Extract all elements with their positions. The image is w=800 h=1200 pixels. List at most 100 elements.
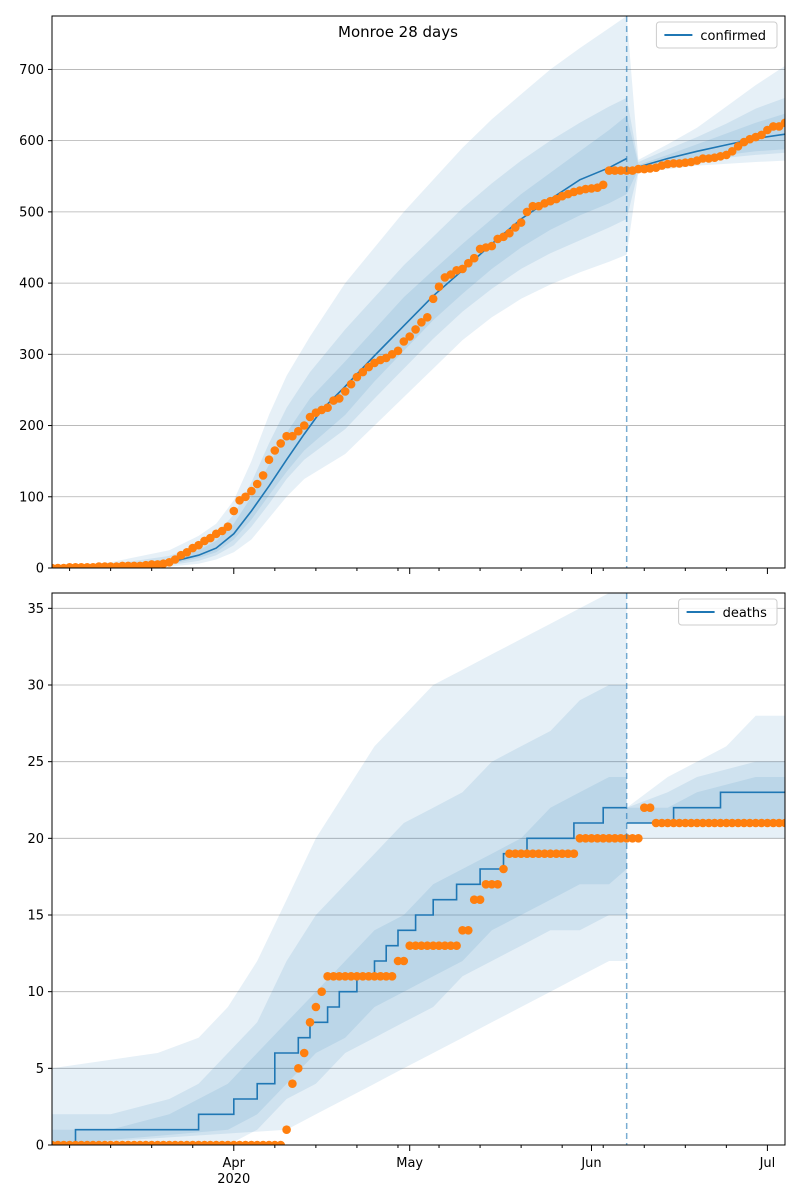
band-inner: [626, 113, 785, 195]
observed-point: [223, 522, 233, 531]
observed-point: [505, 228, 514, 238]
observed-point: [464, 258, 473, 268]
observed-point: [745, 818, 755, 828]
observed-point: [727, 818, 737, 828]
x-tick-label: May: [396, 1156, 423, 1171]
observed-point: [305, 1018, 315, 1027]
observed-point: [335, 972, 344, 981]
observed-point: [663, 818, 672, 828]
observed-point: [434, 282, 444, 292]
observed-point: [387, 972, 397, 981]
observed-point: [299, 1048, 309, 1058]
observed-point: [417, 318, 426, 327]
band-outer: [626, 16, 785, 255]
legend-label: deaths: [723, 606, 768, 621]
observed-point: [505, 849, 514, 858]
y-tick-label: 20: [27, 832, 44, 847]
observed-point: [710, 818, 719, 828]
confirmed-panel: 0 100 200 300 400 500 600 700 confirmed: [19, 15, 786, 577]
observed-point: [282, 1125, 291, 1134]
observed-point: [405, 332, 415, 341]
observed-point: [675, 818, 684, 828]
observed-point: [294, 1064, 303, 1073]
observed-point: [194, 540, 203, 550]
y-tick-label: 10: [27, 985, 44, 1000]
y-tick-label: 500: [19, 205, 44, 220]
band-middle: [52, 97, 627, 568]
legend-label: confirmed: [700, 29, 766, 44]
legend-box: [678, 598, 778, 626]
observed-point: [493, 880, 503, 889]
observed-point: [434, 941, 444, 950]
observed-point: [305, 412, 315, 422]
axes-frame: [51, 15, 786, 569]
observed-point: [352, 372, 362, 382]
x-tick-sublabel: 2020: [217, 1172, 250, 1187]
y-tick-label: 400: [19, 277, 44, 292]
figure-title: Monroe 28 days: [338, 23, 458, 41]
observed-point: [299, 421, 309, 430]
observed-point: [464, 926, 473, 935]
band-middle: [626, 761, 785, 823]
observed-point: [534, 849, 543, 858]
x-tick-label: Jun: [580, 1156, 601, 1171]
observed-point: [469, 895, 479, 904]
plot-area: [52, 16, 785, 568]
band-outer: [52, 16, 627, 568]
observed-point: [511, 223, 520, 232]
observed-point: [628, 834, 637, 843]
observed-point: [516, 849, 526, 858]
observed-point: [417, 941, 426, 950]
observed-point: [522, 207, 532, 217]
observed-point: [399, 956, 409, 966]
observed-point: [276, 1140, 285, 1145]
observed-point: [428, 294, 438, 304]
observed-point: [358, 367, 368, 377]
observed-point: [645, 803, 655, 812]
observed-point: [634, 164, 643, 174]
observed-point: [270, 446, 280, 455]
observed-point: [616, 166, 626, 175]
observed-point: [516, 218, 526, 227]
observed-point: [563, 849, 573, 858]
observed-point: [323, 403, 332, 413]
observed-point: [733, 818, 743, 828]
observed-point: [757, 818, 766, 828]
observed-point: [276, 439, 286, 448]
observed-point: [440, 941, 450, 950]
observed-point: [381, 972, 391, 981]
observed-point: [452, 941, 461, 950]
legend-box: [655, 21, 778, 49]
observed-point: [317, 987, 327, 996]
observed-point: [458, 264, 467, 274]
y-tick-label: 0: [36, 1139, 44, 1154]
observed-point: [352, 972, 362, 981]
observed-point: [598, 834, 608, 843]
band-middle: [52, 685, 627, 1145]
observed-point: [340, 387, 350, 396]
legend: confirmed: [655, 21, 778, 49]
observed-point: [528, 201, 538, 211]
observed-point: [258, 471, 268, 480]
observed-point: [552, 849, 561, 858]
observed-point: [294, 426, 303, 436]
observed-point: [423, 313, 432, 322]
observed-point: [288, 1079, 297, 1088]
observed-point: [528, 849, 538, 858]
observed-point: [346, 379, 356, 389]
observed-point: [170, 555, 180, 564]
observed-point: [698, 154, 708, 163]
observed-point: [487, 241, 497, 251]
observed-point: [481, 880, 491, 889]
observed-point: [757, 130, 766, 140]
observed-point: [692, 818, 702, 828]
observed-point: [546, 849, 555, 858]
x-tick-label: Apr: [223, 1156, 246, 1171]
observed-point: [780, 818, 785, 828]
band-outer: [626, 715, 785, 839]
y-tick-label: 600: [19, 134, 44, 149]
observed-point: [469, 253, 479, 263]
x-tick-label: Jul: [759, 1156, 776, 1171]
observed-point: [610, 834, 620, 843]
